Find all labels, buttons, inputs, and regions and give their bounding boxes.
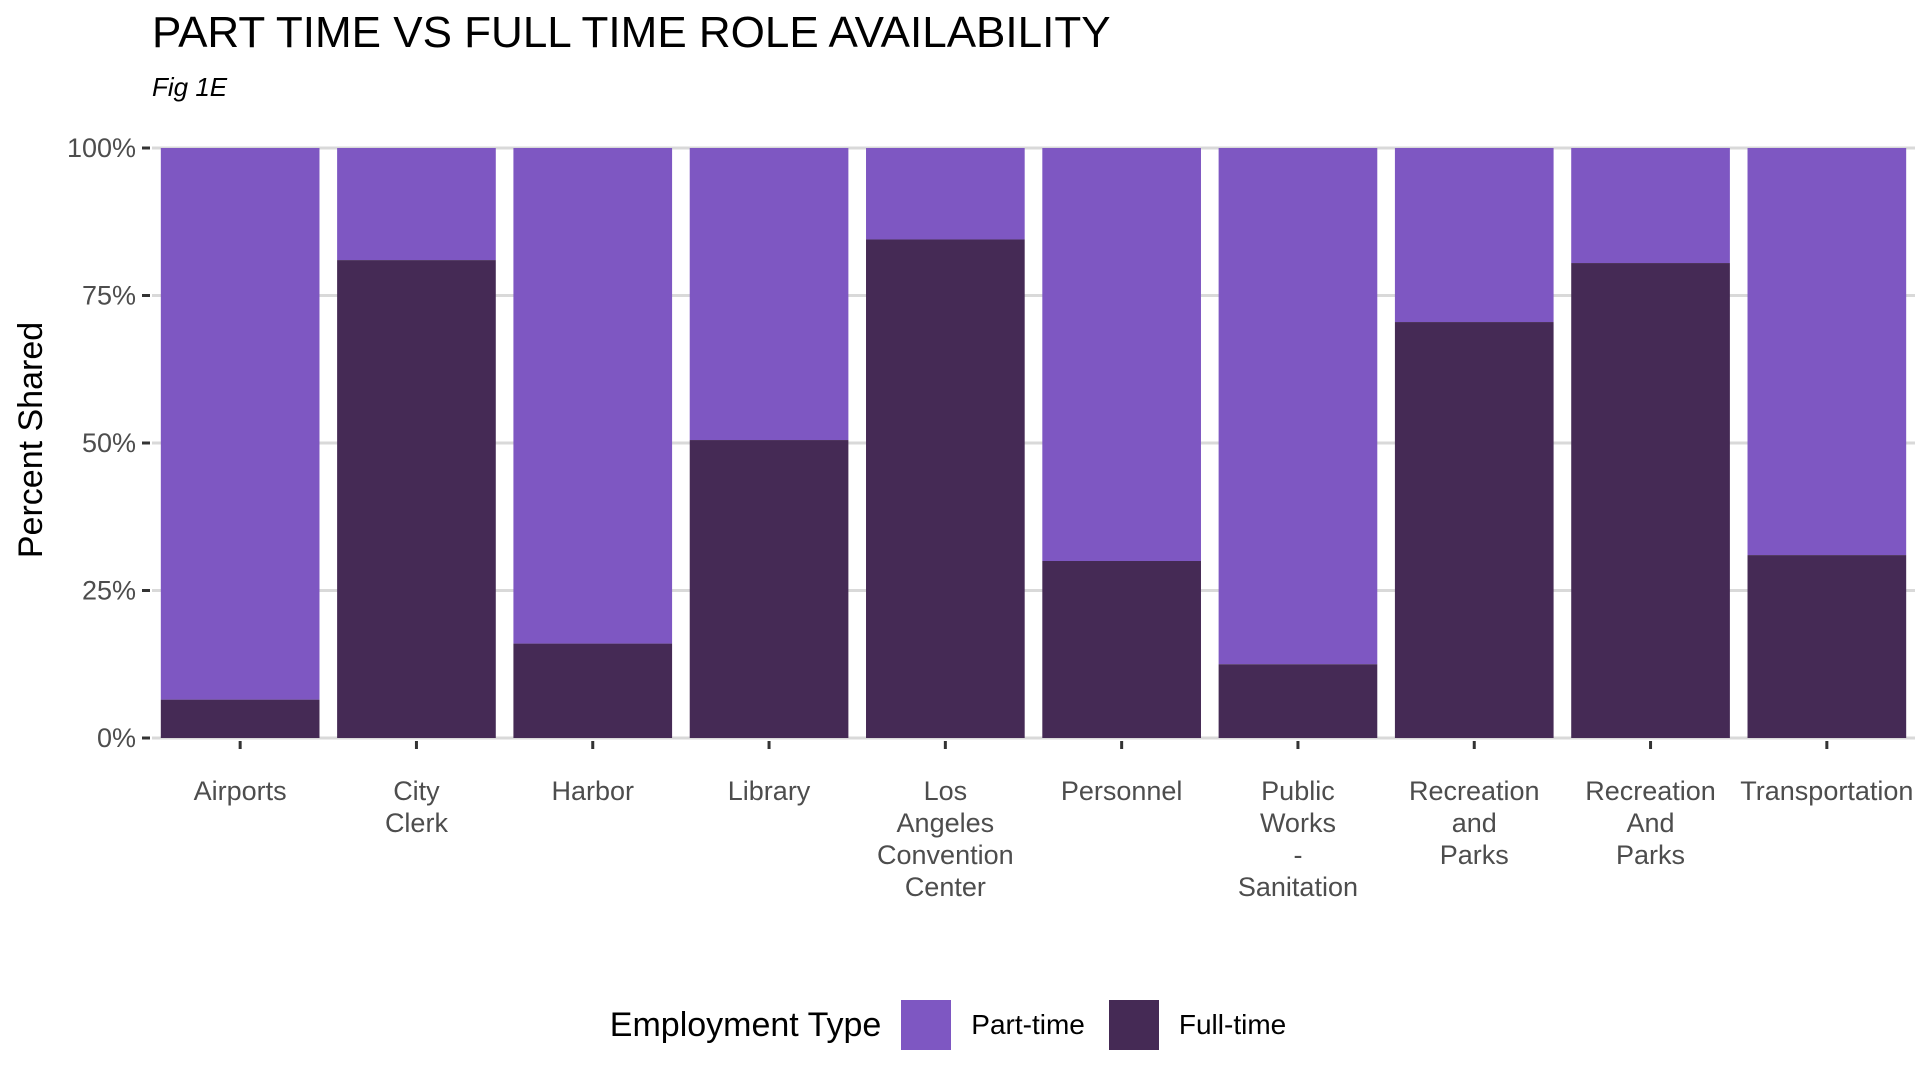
y-tick-label: 100%: [67, 133, 136, 163]
x-tick-label: Recreation and Parks: [1409, 776, 1540, 870]
bar-part-time: [337, 148, 496, 261]
bar-part-time: [1218, 148, 1378, 665]
bar-part-time: [689, 148, 849, 441]
y-tick-label: 75%: [82, 281, 136, 311]
bar-full-time: [160, 699, 320, 738]
bar-full-time: [337, 260, 496, 738]
legend-item-full-time: Full-time: [1108, 1000, 1310, 1050]
bar-part-time: [1571, 148, 1730, 264]
bar-full-time: [1042, 561, 1201, 738]
x-tick-label: Recreation And Parks: [1585, 776, 1716, 870]
bar-full-time: [689, 440, 849, 738]
legend-swatch-full-time: [1108, 1000, 1159, 1050]
bar-full-time: [1218, 664, 1378, 738]
stacked-bar-chart: 0% 25% 50% 75% 100% Airports City Clerk Harbor Li…: [12, 133, 1915, 902]
legend: Employment Type Part-time Full-time: [0, 995, 1920, 1055]
x-tick-label: Los Angeles Convention Center: [877, 776, 1014, 902]
chart-subtitle: Fig 1E: [152, 72, 228, 102]
bar-full-time: [513, 643, 673, 738]
x-tick-label: Public Works -Sanitation: [1238, 776, 1358, 902]
axes: 0% 25% 50% 75% 100% Airports City Clerk Harbor Li…: [67, 133, 1913, 902]
bar-part-time: [1042, 148, 1201, 561]
legend-swatch-part-time: [901, 1000, 952, 1050]
x-tick-label: Airports: [194, 776, 287, 806]
bar-part-time: [513, 148, 673, 644]
legend-item-part-time: Part-time: [901, 1000, 1109, 1050]
bar-full-time: [1571, 263, 1730, 738]
y-axis-label: Percent Shared: [12, 322, 50, 558]
bar-part-time: [1394, 148, 1554, 323]
x-tick-label: City Clerk: [385, 776, 449, 838]
bar-full-time: [1394, 322, 1554, 738]
bar-part-time: [866, 148, 1025, 240]
x-tick-label: Personnel: [1061, 776, 1183, 806]
chart-title: PART TIME VS FULL TIME ROLE AVAILABILITY: [152, 8, 1111, 57]
y-tick-label: 0%: [97, 723, 136, 753]
bar-full-time: [1747, 555, 1907, 738]
y-tick-label: 50%: [82, 428, 136, 458]
bar-part-time: [1747, 148, 1907, 556]
bar-part-time: [160, 148, 320, 700]
y-tick-label: 25%: [82, 576, 136, 606]
legend-label-part-time: Part-time: [971, 1009, 1085, 1040]
bars: [160, 148, 1907, 738]
x-tick-label: Harbor: [551, 776, 634, 806]
bar-full-time: [866, 239, 1025, 738]
legend-label-full-time: Full-time: [1178, 1009, 1287, 1040]
legend-title: Employment Type: [609, 1005, 882, 1044]
x-tick-label: Library: [728, 776, 811, 806]
x-tick-label: Transportation: [1740, 776, 1913, 806]
